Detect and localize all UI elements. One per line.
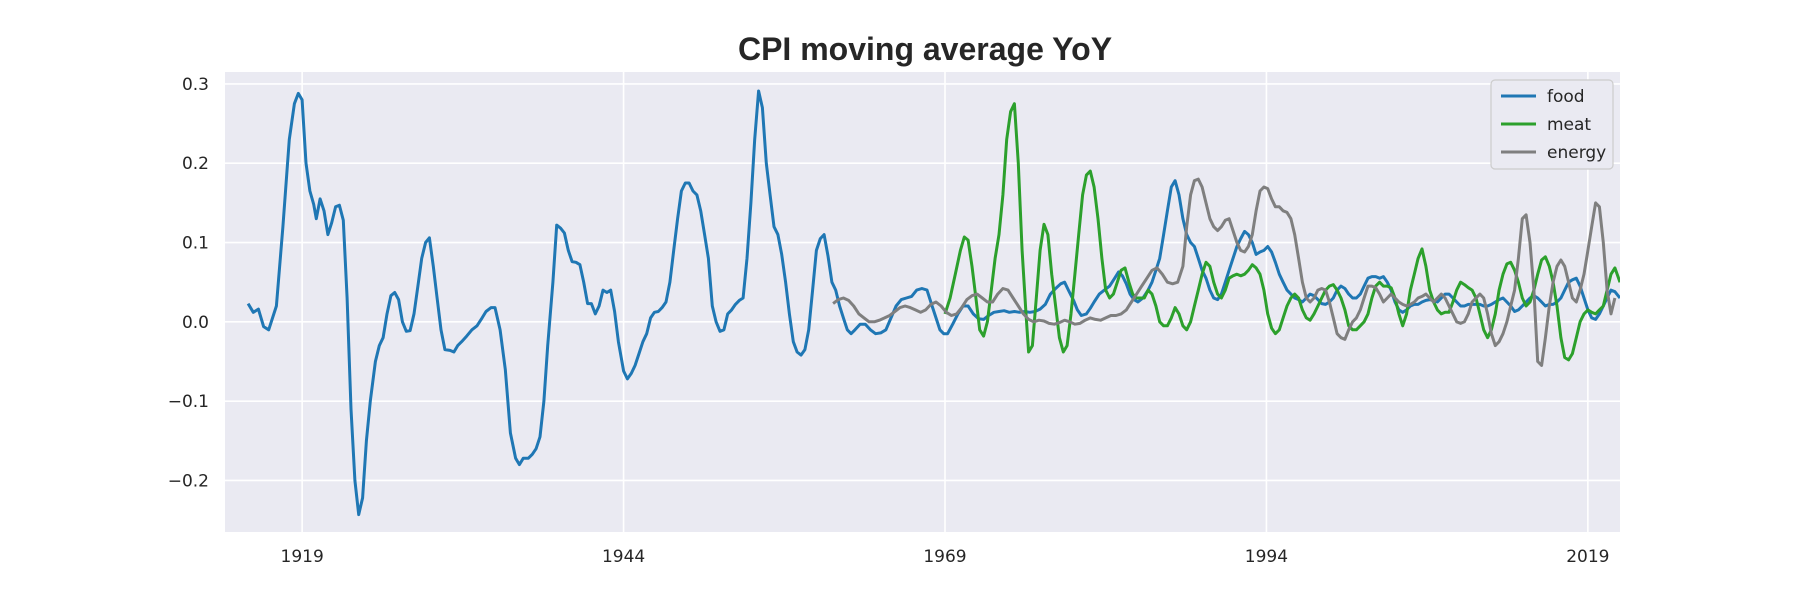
series-layer — [246, 89, 1620, 517]
y-axis-tick-labels: −0.2 −0.1 0.0 0.1 0.2 0.3 — [168, 75, 209, 492]
chart-title: CPI moving average YoY — [738, 31, 1112, 67]
plot-area — [225, 72, 1620, 532]
series-line-food — [246, 89, 1620, 517]
x-tick-label: 2019 — [1566, 547, 1609, 567]
grid-lines — [225, 72, 1620, 532]
series-line-energy — [832, 177, 1617, 367]
legend-label-energy: energy — [1547, 143, 1606, 163]
x-tick-label: 1944 — [602, 547, 645, 567]
y-tick-label: 0.0 — [182, 313, 209, 333]
x-tick-label: 1994 — [1245, 547, 1288, 567]
y-tick-label: 0.1 — [182, 234, 209, 254]
legend-label-meat: meat — [1547, 115, 1591, 135]
legend-label-food: food — [1547, 87, 1585, 107]
y-tick-label: 0.2 — [182, 154, 209, 174]
series-line-meat — [943, 102, 1620, 362]
legend: food meat energy — [1490, 79, 1614, 170]
x-tick-label: 1919 — [281, 547, 324, 567]
legend-box — [1490, 79, 1614, 170]
y-tick-label: −0.1 — [168, 392, 209, 412]
x-axis-tick-labels: 1919 1944 1969 1994 2019 — [281, 547, 1610, 567]
y-tick-label: 0.3 — [182, 75, 209, 95]
x-tick-label: 1969 — [923, 547, 966, 567]
y-tick-label: −0.2 — [168, 471, 209, 491]
